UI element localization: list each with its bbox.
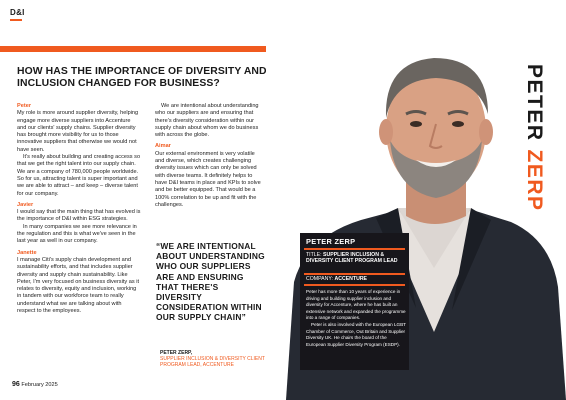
profile-bio: Peter has more than 10 years of experien… [306, 289, 406, 348]
speaker-name: Janette [17, 249, 37, 256]
vertical-name-last: ZERP [523, 150, 546, 212]
profile-title-label: TITLE: [306, 252, 322, 258]
section-tag: D&I [10, 8, 25, 17]
profile-divider [304, 248, 405, 250]
page-number: 96 [12, 381, 20, 388]
article-column-2: We are intentional about understanding w… [155, 103, 265, 209]
quote-attribution: PETER ZERP, SUPPLIER INCLUSION & DIVERSI… [160, 350, 270, 368]
profile-company-value: ACCENTURE [334, 276, 368, 282]
speaker-name: Javier [17, 201, 34, 208]
issue-date: February 2025 [21, 382, 58, 388]
paragraph: We are intentional about understanding w… [155, 103, 259, 139]
paragraph: I would say that the main thing that has… [17, 209, 141, 223]
quote-attribution-role: SUPPLIER INCLUSION & DIVERSITY CLIENT PR… [160, 356, 265, 368]
profile-divider [304, 273, 405, 275]
profile-bio-paragraph: Peter has more than 10 years of experien… [306, 289, 406, 321]
article-column-1: Peter My role is more around supplier di… [17, 103, 141, 315]
orange-header-bar [0, 46, 266, 52]
paragraph: I manage Citi's supply chain development… [17, 256, 140, 315]
speaker-name: Aimar [155, 143, 171, 150]
profile-box: PETER ZERP TITLE: SUPPLIER INCLUSION & D… [300, 233, 409, 370]
profile-name: PETER ZERP [306, 237, 356, 246]
section-rule [10, 19, 22, 21]
paragraph: Our external environment is very volatil… [155, 150, 261, 208]
pull-quote: “WE ARE INTENTIONAL ABOUT UNDERSTANDING … [156, 241, 265, 323]
vertical-name-first: PETER [523, 64, 546, 142]
vertical-name: PETER ZERP [510, 60, 560, 260]
paragraph: My role is more around supplier diversit… [17, 110, 139, 153]
profile-company: COMPANY: ACCENTURE [306, 276, 367, 282]
profile-company-label: COMPANY: [306, 276, 333, 282]
profile-title-value: SUPPLIER INCLUSION & DIVERSITY CLIENT PR… [306, 252, 398, 265]
svg-text:PETERZERP: PETER ZERP [523, 64, 546, 212]
profile-bio-paragraph: Peter is also involved with the European… [306, 321, 406, 347]
paragraph: It's really about building and creating … [17, 154, 141, 197]
speaker-name: Peter [17, 103, 31, 109]
vertical-name-graphic: PETER ZERP [523, 64, 546, 212]
headline: HOW HAS THE IMPORTANCE OF DIVERSITY AND … [17, 66, 267, 89]
profile-divider [304, 284, 405, 286]
quote-attribution-name: PETER ZERP, [160, 350, 193, 356]
profile-title: TITLE: SUPPLIER INCLUSION & DIVERSITY CL… [306, 252, 406, 264]
paragraph: In many companies we see more relevance … [17, 223, 137, 245]
page-folio: 96 February 2025 [12, 381, 58, 388]
